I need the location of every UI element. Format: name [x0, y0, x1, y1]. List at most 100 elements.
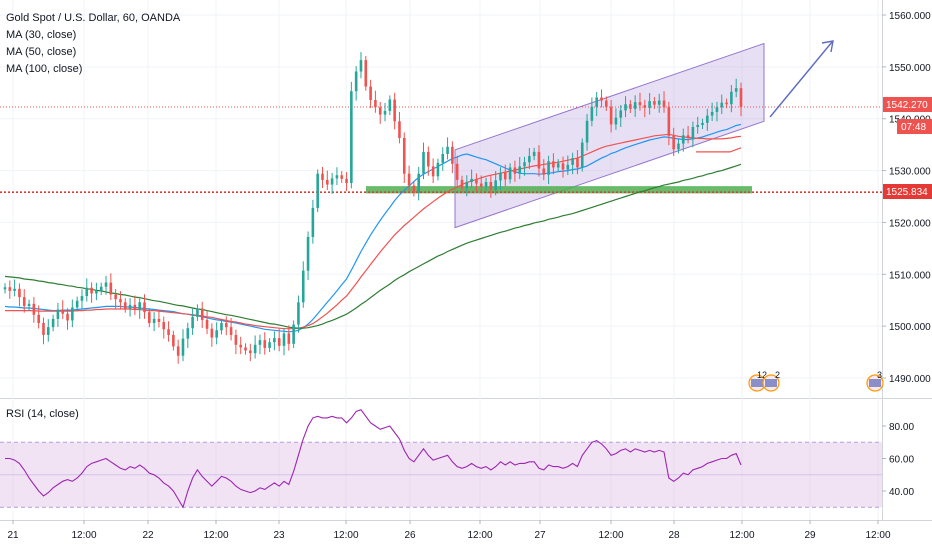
price-tick-label: 1520.000	[889, 218, 931, 229]
candle-bull	[220, 323, 223, 331]
legend-ma50[interactable]: MA (50, close)	[6, 46, 76, 58]
moving-averages	[4, 123, 742, 333]
event-count: 12	[757, 370, 767, 380]
candle-bull	[46, 327, 50, 335]
candle-bull	[465, 181, 469, 189]
candle-bear	[114, 294, 117, 300]
candle-bull	[51, 318, 55, 328]
candle-bull	[85, 287, 89, 297]
time-tick-label: 28	[668, 530, 680, 541]
time-tick-label: 12:00	[598, 530, 623, 541]
candle-bear	[66, 313, 69, 321]
current-price-value: 1542.270	[886, 100, 928, 111]
chart-legend: Gold Spot / U.S. Dollar, 60, OANDA MA (3…	[6, 12, 181, 420]
main-plot-area	[0, 0, 882, 398]
rsi-legend[interactable]: RSI (14, close)	[6, 408, 79, 420]
candle-bull	[518, 166, 522, 174]
candle-bull	[301, 270, 305, 303]
candle-bear	[22, 297, 26, 306]
candle-bull	[311, 207, 315, 237]
candle-bull	[128, 304, 132, 309]
candle-bull	[681, 135, 685, 144]
candle-bear	[374, 100, 377, 108]
candle-bull	[152, 318, 156, 324]
candle-bull	[657, 100, 661, 105]
candle-bear	[42, 323, 45, 335]
ma50-line	[5, 133, 742, 330]
price-axis[interactable]: 1490.000 1500.000 1510.000 1520.000 1530.000…	[882, 11, 931, 498]
time-tick-label: 12:00	[333, 530, 358, 541]
candle-bull	[354, 71, 358, 92]
candle-bull	[196, 308, 199, 317]
candle-bull	[186, 328, 190, 339]
candle-bear	[8, 287, 12, 291]
candle-bull	[677, 143, 680, 150]
candle-bull	[706, 115, 709, 123]
candle-bear	[393, 99, 396, 122]
candle-bull	[566, 164, 570, 170]
candle-bear	[244, 347, 247, 351]
countdown-tag-bg	[897, 119, 932, 134]
candle-bear	[479, 183, 483, 187]
candle-bear	[552, 161, 555, 168]
candle-bull	[484, 181, 488, 187]
candle-bull	[523, 162, 526, 167]
candle-bear	[576, 158, 579, 168]
candle-bear	[123, 302, 127, 309]
candle-bear	[427, 151, 430, 167]
chart-overlays	[696, 40, 834, 153]
candle-bear	[629, 104, 632, 109]
event-markers[interactable]: 12 2 3	[748, 370, 884, 392]
candle-bull	[701, 122, 704, 125]
price-tick-label: 1530.000	[889, 167, 931, 178]
candle-bear	[600, 97, 603, 101]
candle-bull	[499, 172, 502, 181]
candle-bull	[619, 110, 623, 118]
candle-bear	[162, 321, 166, 330]
legend-ma30[interactable]: MA (30, close)	[6, 29, 76, 41]
candle-bull	[99, 286, 103, 291]
candle-bull	[258, 340, 262, 345]
candle-bull	[306, 236, 310, 271]
candle-bear	[431, 166, 435, 177]
candle-bull	[71, 307, 74, 321]
candle-bull	[547, 161, 550, 175]
candle-bull	[95, 290, 98, 294]
ascending-channel[interactable]	[454, 42, 765, 229]
candle-bull	[75, 300, 79, 308]
candle-bull	[181, 338, 185, 356]
time-axis[interactable]: 21 12:00 22 12:00 23 12:00 26 12:00 27 12:00 28 12:…	[7, 520, 891, 541]
support-tag-bg	[883, 184, 932, 199]
price-tick-label: 1510.000	[889, 270, 931, 281]
candle-bull	[441, 153, 445, 163]
candle-bull	[585, 120, 589, 143]
candle-bull	[383, 110, 387, 115]
candle-bull	[508, 167, 512, 180]
candle-bear	[686, 135, 690, 138]
candle-bull	[422, 151, 425, 174]
candle-bear	[326, 179, 329, 185]
candle-bull	[282, 333, 286, 346]
candle-bear	[61, 309, 65, 314]
projection-arrow[interactable]	[769, 41, 833, 118]
candle-bear	[378, 107, 382, 115]
candle-bull	[417, 173, 420, 193]
candle-bull	[3, 287, 7, 290]
candlesticks	[3, 52, 743, 364]
candle-bull	[571, 158, 574, 165]
candle-bull	[734, 88, 738, 92]
candle-bear	[210, 328, 214, 338]
candle-bear	[662, 100, 666, 108]
support-price-tag: 1525.834	[883, 184, 932, 199]
candle-bull	[532, 151, 536, 157]
current-price-tag: 1542.270 07:48	[883, 97, 932, 134]
candle-bull	[494, 180, 497, 190]
candle-bull	[292, 324, 295, 344]
legend-ma100[interactable]: MA (100, close)	[6, 63, 82, 75]
event-count: 2	[775, 370, 780, 380]
chart-title: Gold Spot / U.S. Dollar, 60, OANDA	[6, 12, 181, 24]
candle-bull	[624, 104, 627, 111]
candle-bear	[133, 304, 137, 310]
candle-bear	[725, 102, 728, 105]
support-zone[interactable]	[366, 186, 752, 194]
